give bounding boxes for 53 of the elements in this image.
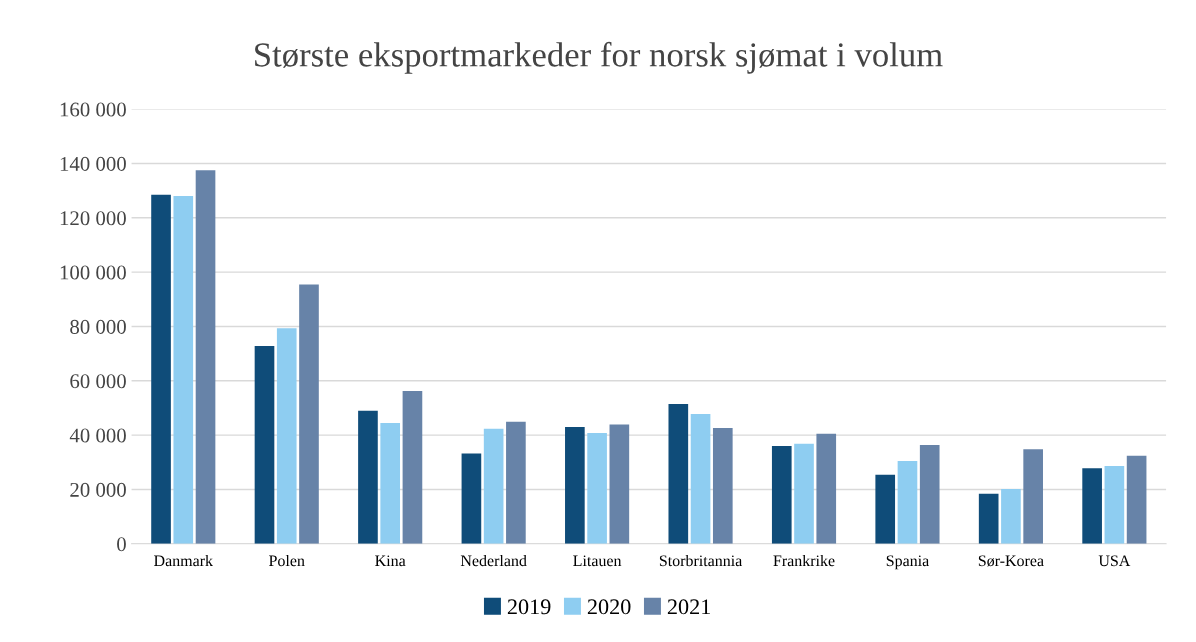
y-tick-label: 0 <box>117 537 126 552</box>
bar <box>276 328 297 544</box>
x-tick-label: Nederland <box>460 554 527 567</box>
bar <box>712 428 733 544</box>
bar <box>254 346 275 544</box>
bar <box>1082 468 1102 544</box>
bar <box>483 428 504 544</box>
x-tick-label: Frankrike <box>773 554 835 567</box>
bar <box>565 426 585 544</box>
legend-label: 2019 <box>507 599 551 615</box>
x-tick-label: Sør-Korea <box>978 555 1044 567</box>
bar <box>506 421 526 544</box>
bar <box>299 284 319 544</box>
y-tick-label: 120 000 <box>60 211 126 226</box>
bar <box>402 391 423 544</box>
bar <box>794 443 814 544</box>
bar <box>897 460 918 544</box>
x-tick-label: Litauen <box>573 555 622 567</box>
bar <box>1126 455 1147 544</box>
bar <box>195 170 216 544</box>
bar <box>1001 488 1021 544</box>
x-tick-label: Kina <box>375 555 406 567</box>
x-tick-label: Spania <box>886 555 929 570</box>
chart-title: Største eksportmarkeder for norsk sjømat i volum <box>255 41 943 74</box>
bar <box>816 433 837 544</box>
x-tick-label: Storbritannia <box>659 554 743 567</box>
y-tick-label: 20 000 <box>70 482 126 497</box>
bar <box>151 194 171 544</box>
bar <box>978 493 999 544</box>
legend-label: 2020 <box>587 599 631 615</box>
bar <box>668 403 689 544</box>
bar <box>609 424 630 544</box>
bar <box>771 445 792 544</box>
x-tick-label: Polen <box>269 554 305 567</box>
bar <box>173 196 194 544</box>
y-tick-label: 160 000 <box>60 102 126 117</box>
bar <box>380 422 401 544</box>
bar <box>1104 466 1125 544</box>
bar <box>1023 449 1043 544</box>
bar <box>875 474 896 544</box>
bar <box>919 444 940 544</box>
legend-label: 2021 <box>667 599 710 615</box>
y-tick-label: 60 000 <box>70 374 126 389</box>
bar <box>690 413 711 544</box>
y-tick-label: 100 000 <box>60 265 126 280</box>
bar <box>461 453 482 544</box>
y-tick-label: 140 000 <box>60 156 126 171</box>
x-tick-label: USA <box>1098 555 1131 567</box>
bar <box>358 410 378 544</box>
y-tick-label: 40 000 <box>69 428 126 443</box>
bar <box>587 432 607 544</box>
y-tick-label: 80 000 <box>70 319 126 334</box>
x-tick-label: Danmark <box>154 554 213 567</box>
